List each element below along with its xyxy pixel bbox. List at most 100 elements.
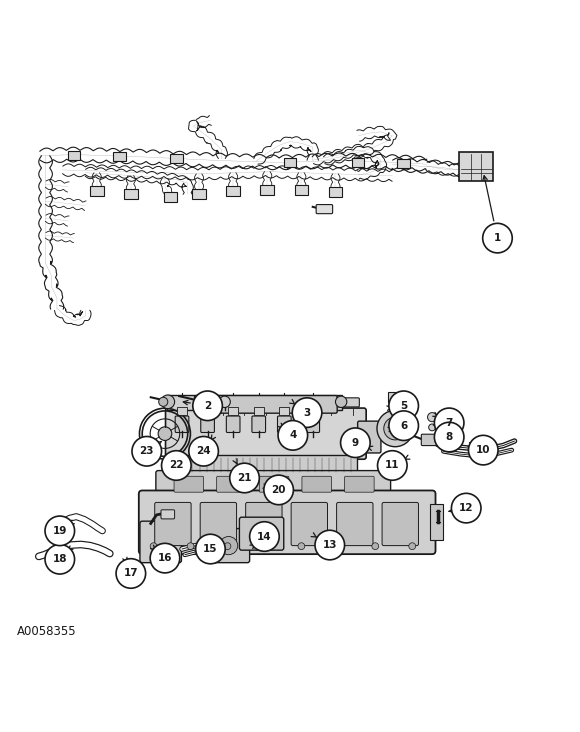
Circle shape [483,223,512,253]
Circle shape [409,542,416,550]
FancyBboxPatch shape [166,395,342,410]
FancyBboxPatch shape [397,159,410,168]
Text: 9: 9 [352,438,359,448]
FancyBboxPatch shape [177,407,187,415]
FancyBboxPatch shape [307,407,318,415]
Text: 6: 6 [400,421,407,430]
Circle shape [249,522,279,551]
Text: 24: 24 [196,447,211,456]
Circle shape [335,542,342,550]
FancyBboxPatch shape [389,400,403,408]
FancyBboxPatch shape [90,186,104,196]
Circle shape [469,436,498,465]
Circle shape [434,422,464,452]
Circle shape [315,530,345,560]
FancyBboxPatch shape [156,471,390,497]
Text: 14: 14 [257,531,272,542]
FancyBboxPatch shape [260,184,274,195]
FancyBboxPatch shape [306,416,320,433]
FancyBboxPatch shape [202,407,213,415]
FancyBboxPatch shape [336,502,373,545]
Text: 21: 21 [237,473,252,483]
FancyBboxPatch shape [140,521,182,563]
FancyBboxPatch shape [172,455,357,475]
FancyBboxPatch shape [252,416,266,433]
FancyBboxPatch shape [155,502,191,545]
FancyBboxPatch shape [279,407,289,415]
FancyBboxPatch shape [192,189,206,199]
FancyBboxPatch shape [302,477,332,492]
Circle shape [224,542,231,550]
Circle shape [292,397,322,427]
Circle shape [298,542,304,550]
Circle shape [193,391,222,421]
Text: 16: 16 [158,553,172,563]
FancyBboxPatch shape [170,154,183,163]
Circle shape [150,542,157,550]
Circle shape [278,421,307,450]
Circle shape [219,396,230,408]
FancyBboxPatch shape [164,192,177,202]
Circle shape [429,424,436,431]
FancyBboxPatch shape [284,158,296,167]
Text: 22: 22 [169,460,184,471]
FancyBboxPatch shape [217,477,246,492]
FancyBboxPatch shape [161,509,175,519]
FancyBboxPatch shape [295,184,308,195]
Circle shape [189,436,219,466]
FancyBboxPatch shape [139,490,436,554]
Circle shape [219,537,238,555]
FancyBboxPatch shape [124,189,137,199]
Circle shape [162,451,191,480]
FancyBboxPatch shape [316,204,333,214]
FancyBboxPatch shape [421,434,438,446]
Circle shape [372,542,379,550]
Circle shape [161,395,175,408]
Circle shape [427,413,437,422]
FancyBboxPatch shape [388,392,403,402]
Circle shape [335,396,347,408]
FancyBboxPatch shape [175,416,189,433]
Circle shape [121,562,129,570]
Circle shape [159,397,168,406]
Circle shape [45,545,75,574]
Circle shape [377,411,414,447]
FancyBboxPatch shape [246,502,282,545]
FancyBboxPatch shape [201,416,215,433]
Text: 11: 11 [385,460,400,471]
FancyBboxPatch shape [228,407,238,415]
FancyBboxPatch shape [345,477,374,492]
Text: 10: 10 [476,445,491,455]
Circle shape [451,493,481,523]
FancyBboxPatch shape [165,408,366,459]
Text: 23: 23 [140,447,154,456]
FancyBboxPatch shape [337,397,360,407]
FancyBboxPatch shape [329,187,342,197]
FancyBboxPatch shape [291,502,328,545]
Text: 15: 15 [203,544,218,554]
Circle shape [116,559,146,589]
Circle shape [150,543,180,573]
Text: 3: 3 [303,408,311,418]
Text: 8: 8 [445,432,453,442]
Text: 2: 2 [204,401,211,411]
FancyBboxPatch shape [226,186,240,196]
Text: 12: 12 [459,503,473,513]
Circle shape [434,408,464,438]
FancyBboxPatch shape [430,504,444,540]
FancyBboxPatch shape [68,151,80,160]
Text: 1: 1 [494,233,501,243]
FancyBboxPatch shape [259,477,289,492]
Text: 13: 13 [322,540,337,550]
Circle shape [158,427,172,441]
FancyBboxPatch shape [240,518,284,550]
Text: 7: 7 [445,418,453,427]
Circle shape [389,411,418,441]
FancyBboxPatch shape [459,152,494,182]
Circle shape [45,516,75,545]
FancyBboxPatch shape [200,502,237,545]
Text: 17: 17 [124,569,138,578]
FancyBboxPatch shape [358,421,381,453]
Circle shape [230,463,259,493]
FancyBboxPatch shape [113,152,126,161]
